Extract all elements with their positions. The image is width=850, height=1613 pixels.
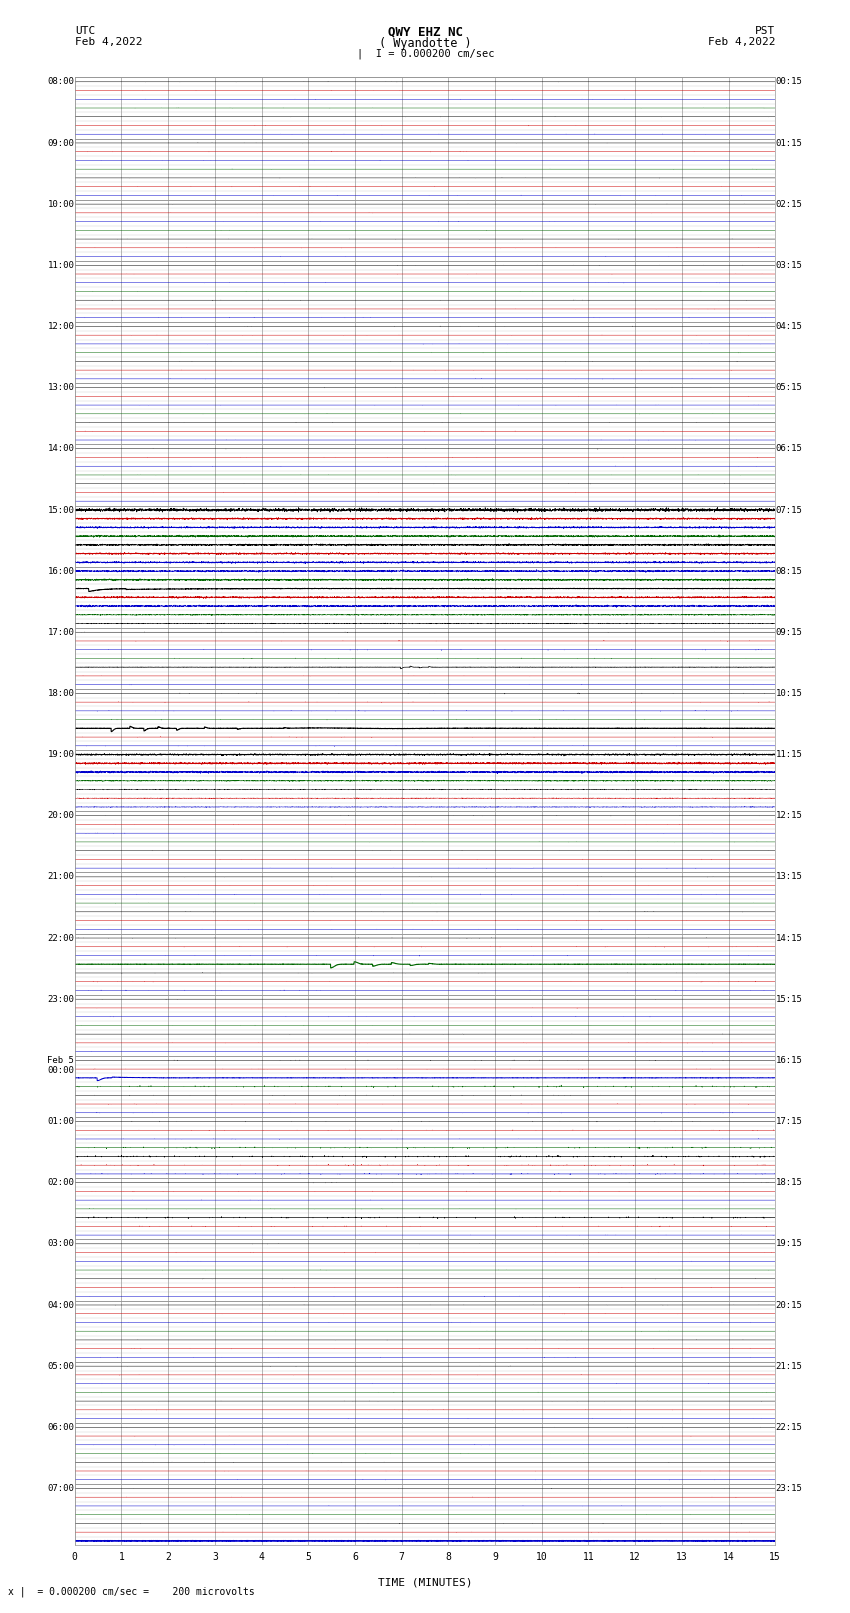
Text: 09:15: 09:15	[776, 627, 802, 637]
Text: 08:00: 08:00	[48, 77, 74, 87]
Text: 00:15: 00:15	[776, 77, 802, 87]
Text: 15:00: 15:00	[48, 505, 74, 515]
Text: 09:00: 09:00	[48, 139, 74, 147]
Text: 10:15: 10:15	[776, 689, 802, 698]
Text: 14:00: 14:00	[48, 444, 74, 453]
Text: 6: 6	[352, 1552, 358, 1563]
Text: 21:15: 21:15	[776, 1361, 802, 1371]
Text: 07:15: 07:15	[776, 505, 802, 515]
Text: 4: 4	[258, 1552, 264, 1563]
Text: 01:00: 01:00	[48, 1118, 74, 1126]
Text: 08:15: 08:15	[776, 566, 802, 576]
Text: 03:00: 03:00	[48, 1239, 74, 1248]
Text: 7: 7	[399, 1552, 405, 1563]
Text: 04:00: 04:00	[48, 1300, 74, 1310]
Text: 10:00: 10:00	[48, 200, 74, 208]
Text: 19:00: 19:00	[48, 750, 74, 760]
Text: 01:15: 01:15	[776, 139, 802, 147]
Text: 11:15: 11:15	[776, 750, 802, 760]
Text: QWY EHZ NC: QWY EHZ NC	[388, 26, 462, 39]
Text: 12: 12	[629, 1552, 641, 1563]
Text: |  I = 0.000200 cm/sec: | I = 0.000200 cm/sec	[357, 48, 495, 60]
Text: 9: 9	[492, 1552, 498, 1563]
Text: 2: 2	[165, 1552, 171, 1563]
Text: PST: PST	[755, 26, 775, 35]
Text: 02:15: 02:15	[776, 200, 802, 208]
Text: Feb 4,2022: Feb 4,2022	[708, 37, 775, 47]
Text: 14:15: 14:15	[776, 934, 802, 942]
Text: UTC: UTC	[75, 26, 95, 35]
Text: 21:00: 21:00	[48, 873, 74, 881]
Text: 11: 11	[582, 1552, 594, 1563]
Text: 05:00: 05:00	[48, 1361, 74, 1371]
Text: 13: 13	[676, 1552, 688, 1563]
Text: 3: 3	[212, 1552, 218, 1563]
Text: x |  = 0.000200 cm/sec =    200 microvolts: x | = 0.000200 cm/sec = 200 microvolts	[8, 1586, 255, 1597]
Text: 23:00: 23:00	[48, 995, 74, 1003]
Text: 15: 15	[769, 1552, 781, 1563]
Text: 15:15: 15:15	[776, 995, 802, 1003]
Text: 17:00: 17:00	[48, 627, 74, 637]
Text: ( Wyandotte ): ( Wyandotte )	[379, 37, 471, 50]
Text: 5: 5	[305, 1552, 311, 1563]
Text: 02:00: 02:00	[48, 1177, 74, 1187]
Text: 03:15: 03:15	[776, 261, 802, 269]
Text: 04:15: 04:15	[776, 323, 802, 331]
Text: 06:15: 06:15	[776, 444, 802, 453]
Text: 11:00: 11:00	[48, 261, 74, 269]
Text: 23:15: 23:15	[776, 1484, 802, 1494]
Text: 16:00: 16:00	[48, 566, 74, 576]
Text: 0: 0	[72, 1552, 77, 1563]
Text: Feb 5
00:00: Feb 5 00:00	[48, 1057, 74, 1076]
Text: 12:00: 12:00	[48, 323, 74, 331]
Text: 17:15: 17:15	[776, 1118, 802, 1126]
Text: 06:00: 06:00	[48, 1423, 74, 1432]
Text: 05:15: 05:15	[776, 384, 802, 392]
Text: 10: 10	[536, 1552, 547, 1563]
Text: 22:00: 22:00	[48, 934, 74, 942]
Text: 13:00: 13:00	[48, 384, 74, 392]
Text: Feb 4,2022: Feb 4,2022	[75, 37, 142, 47]
Text: TIME (MINUTES): TIME (MINUTES)	[377, 1578, 473, 1587]
Text: 22:15: 22:15	[776, 1423, 802, 1432]
Text: 18:00: 18:00	[48, 689, 74, 698]
Text: 14: 14	[722, 1552, 734, 1563]
Text: 12:15: 12:15	[776, 811, 802, 821]
Text: 19:15: 19:15	[776, 1239, 802, 1248]
Text: 1: 1	[118, 1552, 124, 1563]
Text: 18:15: 18:15	[776, 1177, 802, 1187]
Text: 20:15: 20:15	[776, 1300, 802, 1310]
Text: 16:15: 16:15	[776, 1057, 802, 1065]
Text: 20:00: 20:00	[48, 811, 74, 821]
Text: 8: 8	[445, 1552, 451, 1563]
Text: 07:00: 07:00	[48, 1484, 74, 1494]
Text: 13:15: 13:15	[776, 873, 802, 881]
